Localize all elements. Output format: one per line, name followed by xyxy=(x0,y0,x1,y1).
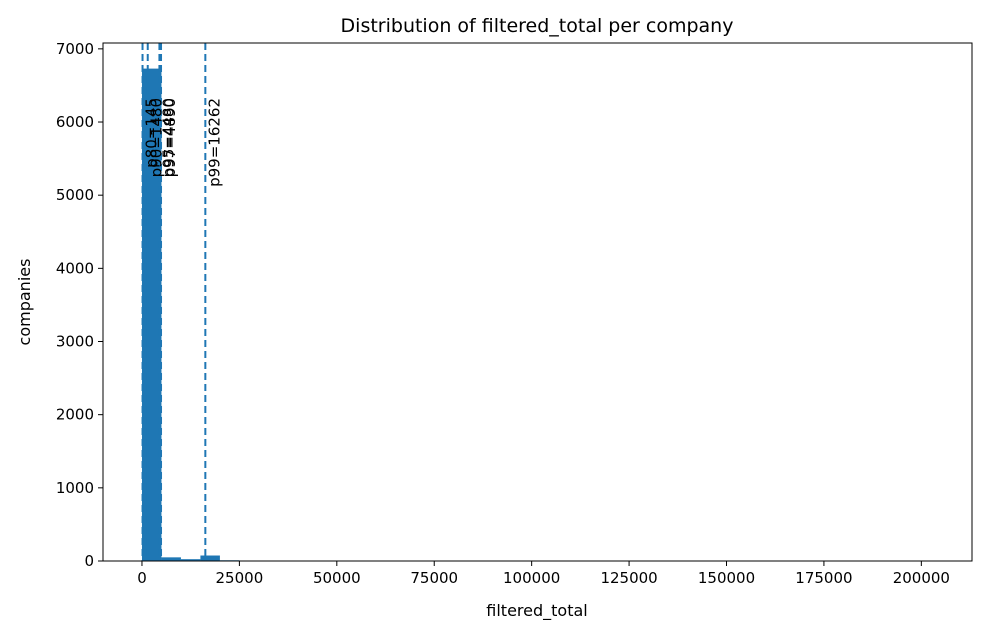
histogram-bar-1 xyxy=(161,557,181,561)
chart-title: Distribution of filtered_total per compa… xyxy=(341,15,734,37)
x-tick-label-0: 0 xyxy=(137,569,147,587)
y-tick-label-3: 3000 xyxy=(56,333,94,351)
histogram-bar-3 xyxy=(200,555,220,561)
y-axis-label: companies xyxy=(15,259,34,346)
y-tick-label-1: 1000 xyxy=(56,479,94,497)
percentile-label-2: p95=4480 xyxy=(159,98,177,177)
x-tick-label-1: 25000 xyxy=(216,569,264,587)
x-tick-label-5: 125000 xyxy=(600,569,657,587)
y-tick-label-6: 6000 xyxy=(56,113,94,131)
percentile-label-4: p99=16262 xyxy=(205,98,223,187)
histogram-bar-2 xyxy=(180,559,201,561)
x-tick-label-2: 50000 xyxy=(313,569,361,587)
y-tick-label-4: 4000 xyxy=(56,259,94,277)
x-tick-label-4: 100000 xyxy=(503,569,560,587)
y-tick-label-7: 7000 xyxy=(56,40,94,58)
x-tick-label-7: 175000 xyxy=(795,569,852,587)
x-tick-label-8: 200000 xyxy=(893,569,950,587)
y-tick-label-2: 2000 xyxy=(56,406,94,424)
y-axis-ticks: 0 1000 2000 3000 4000 5000 6000 7000 xyxy=(56,40,103,570)
x-axis-label: filtered_total xyxy=(486,601,587,621)
percentile-label-1: p90=1480 xyxy=(148,98,166,177)
x-tick-label-3: 75000 xyxy=(410,569,458,587)
percentile-label-3: p97=4890 xyxy=(161,98,179,177)
x-axis-ticks: 0 25000 50000 75000 100000 125000 150000 175000… xyxy=(137,561,950,587)
plot-area-frame xyxy=(102,42,973,562)
x-tick-label-6: 150000 xyxy=(698,569,755,587)
y-tick-label-5: 5000 xyxy=(56,186,94,204)
percentile-label-0: p80=145 xyxy=(143,98,161,168)
percentile-lines xyxy=(141,43,207,561)
y-tick-label-0: 0 xyxy=(84,552,94,570)
